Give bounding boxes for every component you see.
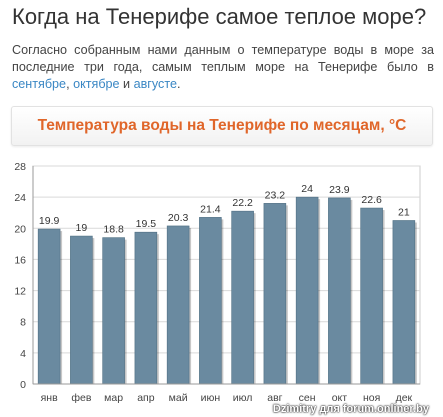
- bar: [199, 217, 222, 385]
- data-label: 21: [398, 207, 410, 219]
- bar: [166, 225, 190, 385]
- link-october[interactable]: октябре: [73, 77, 120, 91]
- link-august[interactable]: августе: [133, 77, 177, 91]
- data-label: 22.2: [232, 197, 253, 209]
- x-tick-label: июл: [233, 392, 253, 404]
- x-tick-label: янв: [41, 392, 58, 404]
- chart-title-box: Температура воды на Тенерифе по месяцам,…: [11, 106, 433, 146]
- x-tick-label: июн: [201, 392, 221, 404]
- x-tick-label: окт: [332, 392, 348, 404]
- bar: [134, 231, 158, 385]
- y-tick-label: 12: [14, 286, 26, 298]
- x-tick-label: авг: [267, 392, 282, 404]
- watermark: Dzimitry для forum.onliner.by: [272, 403, 429, 415]
- bar: [102, 237, 125, 385]
- intro-text: Согласно собранным нами данным о темпера…: [12, 43, 434, 74]
- intro-conjunction: и: [123, 77, 131, 91]
- data-label: 19.9: [39, 215, 60, 227]
- y-tick-label: 4: [20, 348, 26, 360]
- y-tick-label: 0: [20, 379, 26, 391]
- y-tick-label: 16: [14, 254, 26, 266]
- x-tick-label: фев: [71, 392, 91, 404]
- chart-title: Температура воды на Тенерифе по месяцам,…: [37, 117, 407, 134]
- data-label: 22.6: [361, 194, 382, 206]
- data-label: 23.9: [329, 184, 350, 196]
- intro-separator: ,: [66, 77, 70, 91]
- x-tick-label: мар: [104, 392, 123, 404]
- bar: [70, 235, 93, 385]
- data-label: 18.8: [103, 224, 124, 236]
- x-tick-label: сен: [299, 392, 316, 404]
- y-tick-label: 28: [14, 161, 26, 173]
- data-label: 19.5: [136, 218, 157, 230]
- x-tick-label: дек: [396, 392, 413, 404]
- x-tick-label: апр: [137, 392, 155, 404]
- y-tick-label: 20: [14, 223, 26, 235]
- data-label: 24: [301, 183, 313, 195]
- bar: [231, 210, 254, 385]
- bar: [328, 197, 351, 385]
- link-september[interactable]: сентябре: [12, 77, 67, 91]
- bar: [392, 220, 416, 385]
- bar: [263, 203, 287, 385]
- bar: [360, 207, 383, 385]
- x-tick-label: май: [169, 392, 188, 404]
- data-label: 23.2: [265, 189, 286, 201]
- water-temperature-chart: 0 4 8 12 16 20 24 28 19.9 янв 19 фев 18.8 мар 19.5 апр 2…: [14, 161, 421, 404]
- page-title: Когда на Тенерифе самое теплое море?: [12, 4, 427, 29]
- data-label: 20.3: [168, 212, 189, 224]
- y-tick-label: 8: [20, 317, 26, 329]
- data-label: 19: [76, 222, 88, 234]
- intro-end: .: [176, 77, 181, 91]
- bar: [295, 196, 319, 385]
- y-tick-label: 24: [14, 192, 26, 204]
- data-label: 21.4: [200, 203, 221, 215]
- plot-area: [32, 165, 421, 385]
- bar: [37, 228, 61, 385]
- intro-paragraph: Согласно собранным нами данным о темпера…: [12, 42, 434, 93]
- x-tick-label: ноя: [363, 392, 380, 404]
